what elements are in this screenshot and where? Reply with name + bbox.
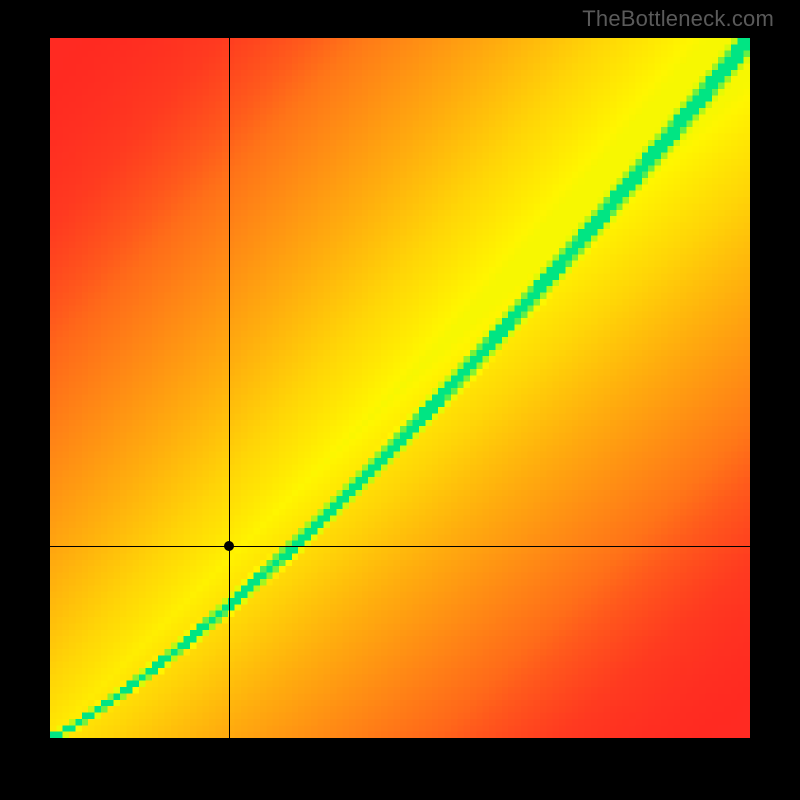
heatmap-plot-area [50,38,750,738]
crosshair-horizontal-line [50,546,750,547]
heatmap-canvas [50,38,750,738]
intersection-marker [224,541,234,551]
watermark-text: TheBottleneck.com [582,6,774,32]
crosshair-vertical-line [229,38,230,738]
